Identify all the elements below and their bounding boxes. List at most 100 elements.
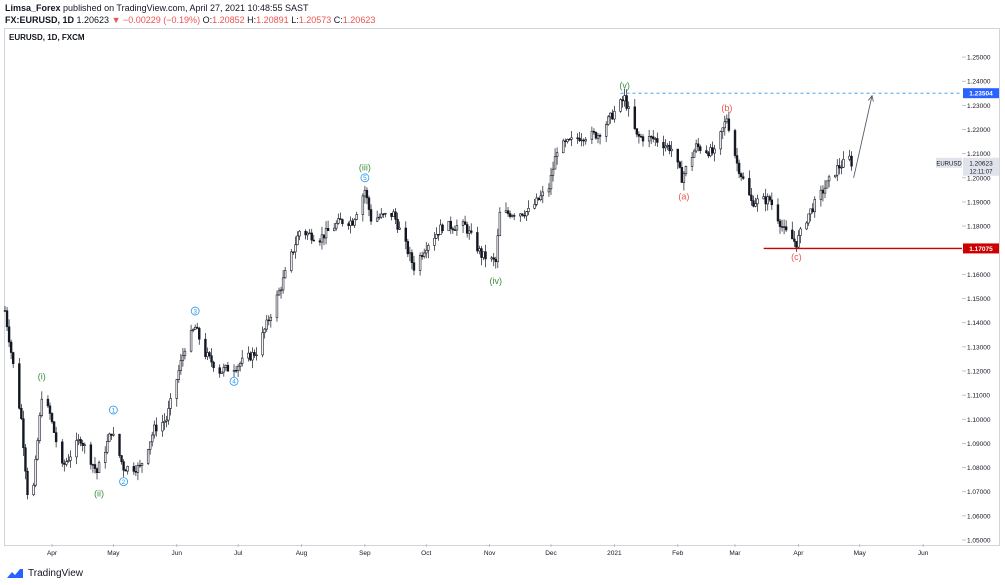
candle-body [652,136,655,140]
y-tick-label: 1.07000 [967,489,991,496]
candle-body [281,277,285,291]
candle-body [241,357,244,364]
x-tick-label: Apr [793,550,804,557]
candle-body [784,226,788,231]
current-symbol-label: EURUSD [936,161,962,167]
candle-body [151,434,154,443]
wave-label-circle [360,173,370,183]
candle-body [124,469,127,472]
candle-body [795,241,798,248]
candle-body [89,444,93,465]
candle-body [451,228,455,231]
candle-body [666,144,669,147]
target-price-label: 1.23504 [969,91,993,98]
candle-body [566,138,569,142]
candle-body [279,289,283,292]
candle-body [361,195,365,215]
candle-body [611,112,614,120]
candle-body [807,213,810,224]
candle-body [799,228,802,236]
x-tick-label: Jun [172,550,183,557]
wave-label-circle [119,477,129,486]
candle-body [637,133,641,137]
candle-body [834,174,837,178]
candle-body [189,330,193,352]
candle-body [735,155,739,164]
candle-body [420,255,424,257]
candle-body [210,355,213,363]
candle-body [609,112,612,118]
candle-body [179,360,183,371]
candle-body [439,224,442,235]
candle-body [476,232,479,252]
candle-body [46,398,50,407]
candle-body [375,217,379,222]
candle-body [396,219,399,230]
chart-frame[interactable] [4,28,1000,546]
candle-body [132,466,136,472]
candle-body [5,310,9,328]
candle-body [24,447,27,472]
y-tick-label: 1.24000 [967,79,991,86]
y-tick-label: 1.16000 [967,272,991,279]
x-tick-label: Dec [545,550,557,557]
candle-body [7,326,11,343]
candle-body [347,223,350,226]
candle-body [613,110,616,120]
low-value: 1.20573 [298,15,332,25]
candle-body [492,257,495,260]
candle-body [122,461,125,471]
candle-body [140,463,144,466]
candle-body [668,144,671,152]
candle-body [269,316,273,321]
candle-body [384,212,387,215]
candle-body [108,433,111,442]
candle-body [136,464,140,473]
author-name[interactable]: Limsa_Forex [5,3,61,13]
candle-body [827,176,831,182]
candle-body [155,424,158,432]
tradingview-logo[interactable]: TradingView [6,568,83,579]
candle-body [496,235,500,263]
candle-body [625,95,628,109]
candle-body [733,130,737,156]
high-value: 1.20891 [256,15,289,25]
candle-body [813,199,816,213]
candle-body [378,216,381,219]
close-label: C: [333,15,343,25]
y-tick-label: 1.14000 [967,320,991,327]
candle-body [308,232,311,235]
candle-body [519,213,522,217]
candle-body [324,228,328,239]
candle-body [694,143,698,152]
candle-body [748,178,751,196]
candle-body [367,197,371,210]
candle-body [684,166,688,174]
y-tick-label: 1.08000 [967,465,991,472]
candle-body [112,433,115,436]
candle-body [752,200,755,207]
candle-body [478,248,481,252]
candle-body [433,237,436,246]
candle-body [739,173,743,178]
candle-body [212,361,215,369]
candle-body [3,310,7,312]
wave-label: 3 [193,308,197,315]
candle-body [93,464,97,469]
y-tick-label: 1.05000 [967,538,991,545]
candle-body [261,332,264,356]
candle-body [222,367,226,373]
candle-body [797,235,800,248]
candle-body [146,449,150,464]
candle-body [435,234,438,239]
candle-body [306,232,309,236]
candle-body [198,328,201,340]
candle-body [537,197,540,201]
candle-body [167,408,170,421]
candle-body [508,213,512,217]
y-tick-label: 1.22000 [967,127,991,134]
candle-body [251,352,254,361]
candle-body [265,319,268,330]
candle-body [169,398,172,409]
